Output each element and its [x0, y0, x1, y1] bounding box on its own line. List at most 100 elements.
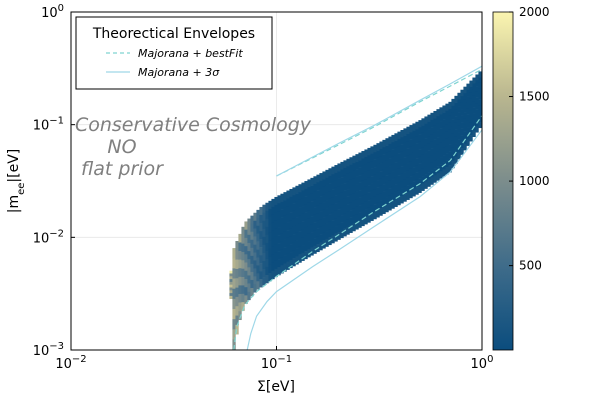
- density-cell: [250, 231, 254, 241]
- density-cell: [283, 239, 287, 248]
- density-cell: [307, 202, 311, 211]
- density-cell: [460, 102, 464, 110]
- density-cell: [397, 182, 401, 191]
- density-cell: [406, 163, 410, 171]
- density-cell: [400, 151, 404, 160]
- density-cell: [334, 203, 338, 212]
- density-cell: [391, 134, 395, 143]
- density-cell: [463, 143, 467, 151]
- density-cell: [466, 120, 470, 128]
- density-cell: [340, 184, 344, 193]
- density-cell: [349, 164, 353, 173]
- density-cell: [322, 209, 326, 218]
- density-cell: [388, 188, 392, 196]
- density-cell: [289, 204, 293, 213]
- density-cell: [373, 174, 377, 183]
- density-cell: [391, 156, 395, 165]
- density-cell: [448, 101, 452, 110]
- density-cell: [331, 227, 335, 236]
- density-cell: [244, 237, 248, 247]
- density-cell: [448, 137, 452, 145]
- density-cell: [277, 203, 281, 212]
- density-cell: [445, 103, 449, 112]
- density-cell: [361, 203, 365, 212]
- density-cell: [280, 233, 284, 242]
- density-cell: [277, 251, 281, 260]
- density-cell: [352, 178, 356, 187]
- density-cell: [340, 207, 344, 216]
- density-cell: [430, 112, 434, 121]
- density-cell: [391, 164, 395, 172]
- density-cell: [421, 176, 425, 184]
- density-cell: [478, 71, 482, 78]
- density-cell: [250, 287, 254, 297]
- density-cell: [301, 252, 305, 261]
- density-cell: [319, 180, 323, 189]
- density-cell: [382, 184, 386, 192]
- density-cell: [373, 167, 377, 175]
- density-cell: [469, 98, 473, 106]
- density-cell: [469, 129, 473, 136]
- density-cell: [268, 200, 272, 210]
- density-cell: [265, 266, 269, 276]
- density-cell: [409, 176, 413, 184]
- density-cell: [415, 121, 419, 130]
- density-cell: [304, 235, 308, 244]
- density-cell: [418, 120, 422, 128]
- density-cell: [268, 272, 272, 282]
- density-cell: [433, 125, 437, 133]
- density-cell: [247, 291, 251, 301]
- density-cell: [460, 135, 464, 142]
- density-cell: [469, 110, 473, 118]
- density-cell: [454, 102, 458, 110]
- density-cell: [409, 161, 413, 170]
- density-cell: [406, 126, 410, 135]
- density-cell: [259, 263, 263, 272]
- density-cell: [283, 263, 287, 272]
- density-cell: [289, 259, 293, 269]
- density-cell: [352, 223, 356, 232]
- density-cell: [244, 295, 248, 304]
- density-cell: [403, 142, 407, 151]
- density-cell: [346, 158, 350, 167]
- legend-title: Theorectical Envelopes: [92, 26, 255, 42]
- density-cell: [241, 235, 245, 244]
- density-cell: [334, 165, 338, 173]
- density-cell: [466, 102, 470, 109]
- density-cell: [430, 155, 434, 164]
- density-cell: [328, 237, 332, 246]
- density-cell: [415, 187, 419, 195]
- density-cell: [250, 271, 254, 281]
- density-cell: [238, 242, 242, 252]
- density-cell: [340, 215, 344, 223]
- density-cell: [325, 223, 329, 232]
- density-cell: [235, 296, 239, 307]
- density-cell: [460, 122, 464, 129]
- density-cell: [454, 109, 458, 117]
- density-cell: [313, 176, 317, 185]
- density-cell: [322, 171, 326, 180]
- density-cell: [322, 194, 326, 203]
- density-cell: [280, 257, 284, 266]
- density-cell: [325, 185, 329, 194]
- density-cell: [415, 143, 419, 152]
- density-cell: [349, 202, 353, 211]
- density-cell: [460, 128, 464, 136]
- density-cell: [400, 195, 404, 204]
- density-cell: [466, 96, 470, 103]
- density-cell: [466, 133, 470, 140]
- density-cell: [328, 221, 332, 230]
- density-cell: [445, 153, 449, 161]
- density-cell: [370, 183, 374, 192]
- density-cell: [415, 165, 419, 173]
- density-cell: [373, 211, 377, 220]
- density-cell: [385, 182, 389, 191]
- density-cell: [244, 278, 248, 288]
- density-cell: [463, 131, 467, 138]
- density-cell: [418, 134, 422, 143]
- density-cell: [403, 179, 407, 188]
- density-cell: [247, 267, 251, 276]
- density-cell: [316, 236, 320, 245]
- density-cell: [400, 144, 404, 153]
- density-cell: [475, 103, 479, 110]
